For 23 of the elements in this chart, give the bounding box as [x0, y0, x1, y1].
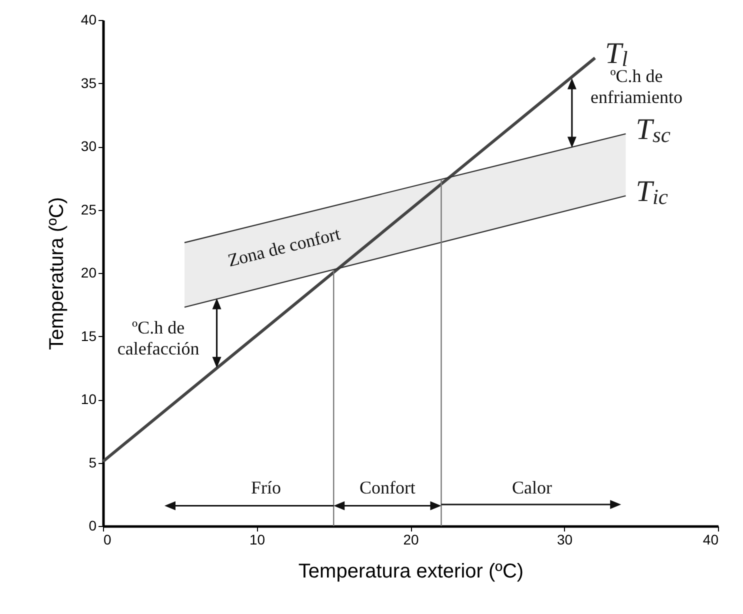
y-tick-label: 15	[80, 328, 97, 344]
x-tick-label: 30	[556, 532, 573, 548]
y-tick-label: 10	[80, 391, 97, 407]
annotation: Frío	[250, 477, 281, 498]
y-tick-label: 20	[80, 264, 97, 280]
x-tick-label: 20	[403, 532, 419, 548]
y-tick-label: 40	[80, 12, 97, 28]
y-tick-label: 25	[80, 201, 97, 218]
x-tick-label: 40	[702, 532, 719, 548]
x-tick-label: 10	[249, 532, 266, 548]
series-label: T$_{ic}$	[636, 174, 668, 210]
annotation: Calor	[512, 477, 552, 498]
annotation: Confort	[359, 477, 416, 498]
x-tick-label: 0	[104, 532, 112, 548]
annotation: Zona de confort	[226, 224, 342, 271]
y-tick-label: 0	[88, 518, 97, 534]
y-tick-label: 30	[80, 138, 97, 154]
y-axis-title: Temperatura (ºC)	[46, 197, 68, 350]
y-tick-label: 5	[88, 454, 97, 470]
x-axis-title: Temperatura exterior (ºC)	[298, 560, 524, 582]
annotation: ºC.h de calefacción	[117, 318, 200, 359]
y-tick-label: 35	[80, 74, 97, 91]
series-label: T$_{sc}$	[636, 112, 671, 148]
